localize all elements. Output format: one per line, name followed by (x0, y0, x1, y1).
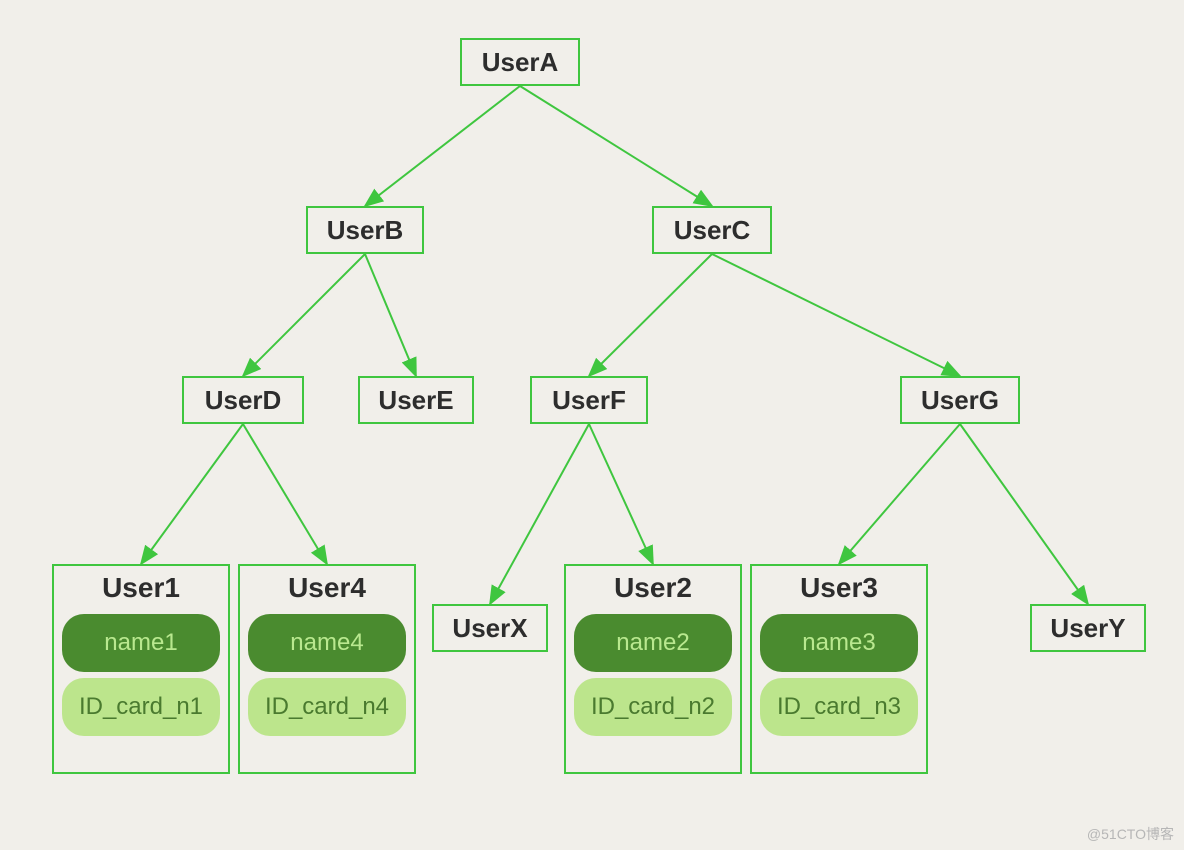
detail-title: User2 (566, 572, 740, 604)
name-pill: name2 (574, 614, 732, 672)
detail-title: User3 (752, 572, 926, 604)
edge-C-F (589, 254, 712, 376)
node-d: UserD (182, 376, 304, 424)
edge-A-B (365, 86, 520, 206)
node-b: UserB (306, 206, 424, 254)
id-pill: ID_card_n4 (248, 678, 406, 736)
edge-A-C (520, 86, 712, 206)
detail-node-u1: User1 name1 ID_card_n1 (52, 564, 230, 774)
edge-B-D (243, 254, 365, 376)
name-pill: name4 (248, 614, 406, 672)
detail-node-u3: User3 name3 ID_card_n3 (750, 564, 928, 774)
edge-D-U4 (243, 424, 327, 564)
detail-node-u4: User4 name4 ID_card_n4 (238, 564, 416, 774)
id-pill: ID_card_n3 (760, 678, 918, 736)
node-a: UserA (460, 38, 580, 86)
edge-C-G (712, 254, 960, 376)
detail-title: User1 (54, 572, 228, 604)
node-c: UserC (652, 206, 772, 254)
edge-F-U2 (589, 424, 653, 564)
node-g: UserG (900, 376, 1020, 424)
node-f: UserF (530, 376, 648, 424)
node-x: UserX (432, 604, 548, 652)
name-pill: name1 (62, 614, 220, 672)
detail-node-u2: User2 name2 ID_card_n2 (564, 564, 742, 774)
edge-D-U1 (141, 424, 243, 564)
detail-title: User4 (240, 572, 414, 604)
name-pill: name3 (760, 614, 918, 672)
id-pill: ID_card_n1 (62, 678, 220, 736)
node-y: UserY (1030, 604, 1146, 652)
watermark: @51CTO博客 (1087, 824, 1174, 844)
edge-G-Y (960, 424, 1088, 604)
edge-B-E (365, 254, 416, 376)
edge-G-U3 (839, 424, 960, 564)
node-e: UserE (358, 376, 474, 424)
id-pill: ID_card_n2 (574, 678, 732, 736)
